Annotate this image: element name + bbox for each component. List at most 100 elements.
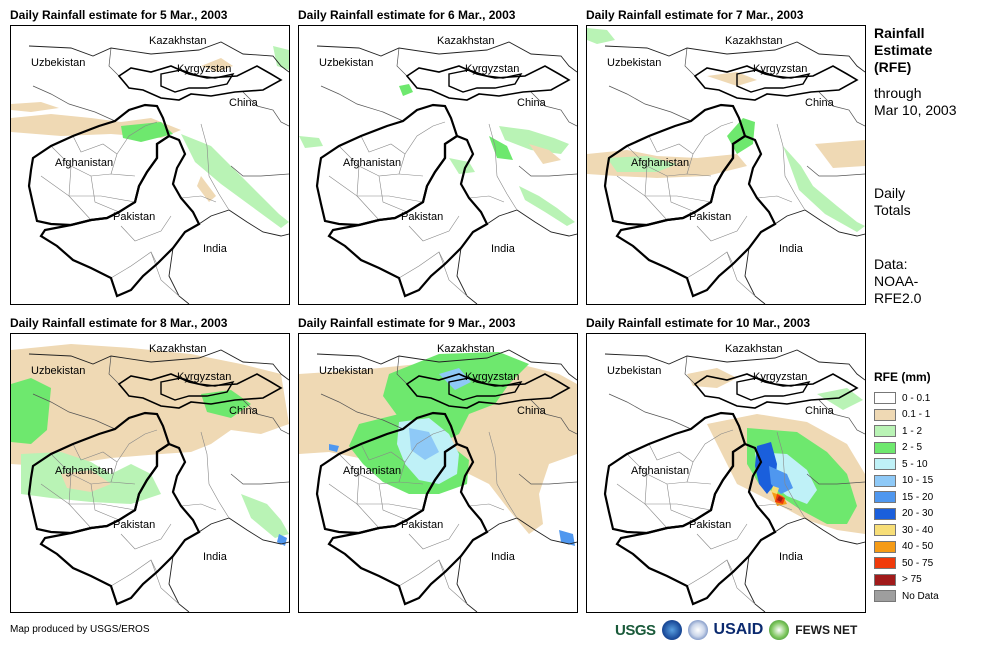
label-afghanistan: Afghanistan [631, 465, 689, 477]
province-boundary [110, 121, 158, 175]
legend-swatch [874, 491, 896, 504]
country-boundary [744, 209, 865, 304]
label-afghanistan: Afghanistan [55, 157, 113, 169]
province-boundary [72, 443, 118, 463]
province-boundary [438, 559, 468, 605]
label-pakistan: Pakistan [689, 519, 731, 531]
rainfall-area [409, 428, 439, 460]
label-kazakhstan: Kazakhstan [149, 35, 206, 47]
legend-swatch [874, 458, 896, 471]
legend-swatch [874, 474, 896, 487]
label-china: China [517, 97, 547, 109]
label-india: India [203, 551, 228, 563]
country-boundary [604, 41, 865, 73]
rainfall-area [559, 530, 575, 546]
map-panel-mar-6: Daily Rainfall estimate for 6 Mar., 2003… [298, 8, 578, 308]
province-boundary [360, 135, 406, 155]
rainfall-area [489, 136, 513, 160]
usgs-logo: USGS [615, 621, 656, 639]
rainfall-map: Kazakhstan Uzbekistan Kyrgyzstan China Afgha… [586, 333, 866, 613]
rainfall-area [299, 136, 323, 148]
province-boundaries [320, 47, 577, 177]
country-boundary [456, 517, 577, 612]
province-boundary [378, 175, 408, 213]
province-boundary [468, 195, 505, 203]
label-pakistan: Pakistan [113, 519, 155, 531]
legend-label: 1 - 2 [902, 425, 923, 437]
label-india: India [779, 551, 804, 563]
legend-item: 10 - 15 [874, 473, 939, 490]
pakistan-boundary [615, 442, 777, 606]
label-kazakhstan: Kazakhstan [725, 343, 782, 355]
map-panel-mar-9: Daily Rainfall estimate for 9 Mar., 2003… [298, 316, 578, 616]
country-boundary [168, 517, 289, 612]
province-boundary [72, 135, 118, 155]
kyrgyzstan-boundary [448, 377, 523, 401]
legend-item: > 75 [874, 572, 939, 589]
province-boundary [488, 123, 518, 211]
legend-label: 30 - 40 [902, 524, 934, 536]
rfe-legend: RFE (mm) 0 - 0.1 0.1 - 1 1 - 2 2 - 5 5 - 10 1… [874, 370, 939, 605]
label-china: China [229, 97, 259, 109]
province-boundaries [32, 47, 289, 177]
country-boundary [28, 349, 289, 381]
label-china: China [517, 405, 547, 417]
province-boundary [110, 251, 158, 279]
rainfall-area [815, 140, 865, 168]
data-source-note: Data: NOAA- RFE2.0 [874, 256, 922, 306]
map-panel-mar-10: Daily Rainfall estimate for 10 Mar., 200… [586, 316, 866, 616]
label-kazakhstan: Kazakhstan [437, 343, 494, 355]
rainfall-area [121, 122, 173, 142]
label-kazakhstan: Kazakhstan [437, 35, 494, 47]
province-boundaries [608, 355, 865, 485]
pakistan-boundary [39, 134, 201, 298]
label-pakistan: Pakistan [401, 519, 443, 531]
province-boundary [666, 483, 696, 521]
label-pakistan: Pakistan [113, 211, 155, 223]
legend-label: 2 - 5 [902, 442, 923, 454]
map-panel-mar-8: Daily Rainfall estimate for 8 Mar., 2003… [10, 316, 290, 616]
province-boundary [398, 251, 446, 279]
kyrgyzstan-boundary [160, 377, 235, 401]
rainfall-area [11, 102, 59, 112]
panel-title: Daily Rainfall estimate for 5 Mar., 2003 [10, 8, 228, 22]
province-boundary [438, 251, 468, 297]
province-boundary [696, 523, 748, 550]
province-boundary [200, 123, 230, 211]
label-afghanistan: Afghanistan [55, 465, 113, 477]
rainfall-map: Kazakhstan Uzbekistan Kyrgyzstan China Afgha… [10, 333, 290, 613]
rainfall-area [201, 58, 233, 72]
rainfall-area [11, 344, 289, 466]
through-date: through Mar 10, 2003 [874, 85, 957, 118]
rainfall-area [771, 486, 779, 494]
province-boundary [696, 215, 748, 242]
legend-label: 15 - 20 [902, 491, 934, 503]
label-pakistan: Pakistan [689, 211, 731, 223]
pakistan-boundary [327, 134, 489, 298]
map-panel-mar-7: Daily Rainfall estimate for 7 Mar., 2003… [586, 8, 866, 308]
rainfall-area [11, 378, 51, 444]
province-boundary [120, 523, 172, 550]
label-china: China [805, 405, 835, 417]
province-boundary [110, 559, 158, 587]
province-boundary [200, 431, 230, 519]
province-boundary [398, 429, 446, 483]
map-credit: Map produced by USGS/EROS [10, 624, 150, 635]
central-asia-boundary [693, 373, 859, 409]
province-boundary [686, 559, 734, 587]
province-boundary [776, 431, 806, 519]
fews-globe-icon [769, 620, 790, 640]
rainfall-area [607, 156, 677, 172]
central-asia-boundary [117, 373, 283, 409]
central-asia-boundary [693, 65, 859, 101]
noaa-logo [661, 620, 682, 640]
panel-title: Daily Rainfall estimate for 9 Mar., 2003 [298, 316, 516, 330]
province-boundary [648, 135, 694, 155]
rainfall-area [449, 158, 475, 174]
kyrgyzstan-boundary [448, 69, 523, 93]
rainfall-area [529, 144, 561, 164]
province-boundary [378, 483, 408, 521]
province-boundary [408, 523, 460, 550]
legend-item: 20 - 30 [874, 506, 939, 523]
kyrgyzstan-boundary [160, 69, 235, 93]
